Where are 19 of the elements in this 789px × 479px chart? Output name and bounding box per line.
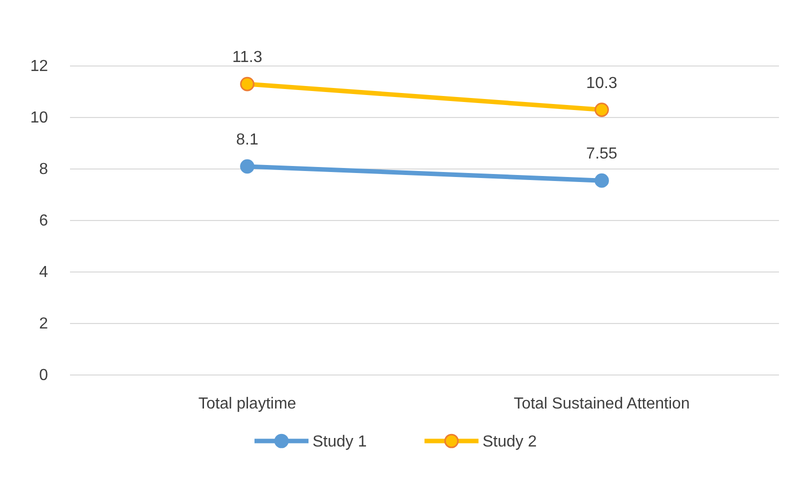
y-tick-label: 12	[30, 58, 48, 76]
data-label: 8.1	[236, 131, 258, 148]
y-tick-label: 4	[39, 264, 48, 282]
point	[240, 76, 254, 92]
legend-label: Study 1	[312, 434, 367, 451]
data-label: 11.3	[232, 49, 262, 66]
legend-label: Study 2	[482, 434, 537, 451]
point	[594, 102, 609, 117]
x-tick-label: Total playtime	[198, 395, 296, 412]
y-tick-label: 6	[39, 212, 48, 230]
y-tick-label: 8	[39, 161, 48, 178]
point	[594, 173, 609, 188]
x-tick-label: Total Sustained Attention	[514, 395, 690, 412]
data-label: 10.3	[586, 74, 618, 92]
point	[240, 159, 254, 174]
y-tick-label: 2	[39, 316, 48, 333]
data-label: 7.55	[586, 146, 618, 163]
y-tick-label: 0	[39, 367, 48, 384]
y-tick-label: 10	[30, 110, 48, 127]
